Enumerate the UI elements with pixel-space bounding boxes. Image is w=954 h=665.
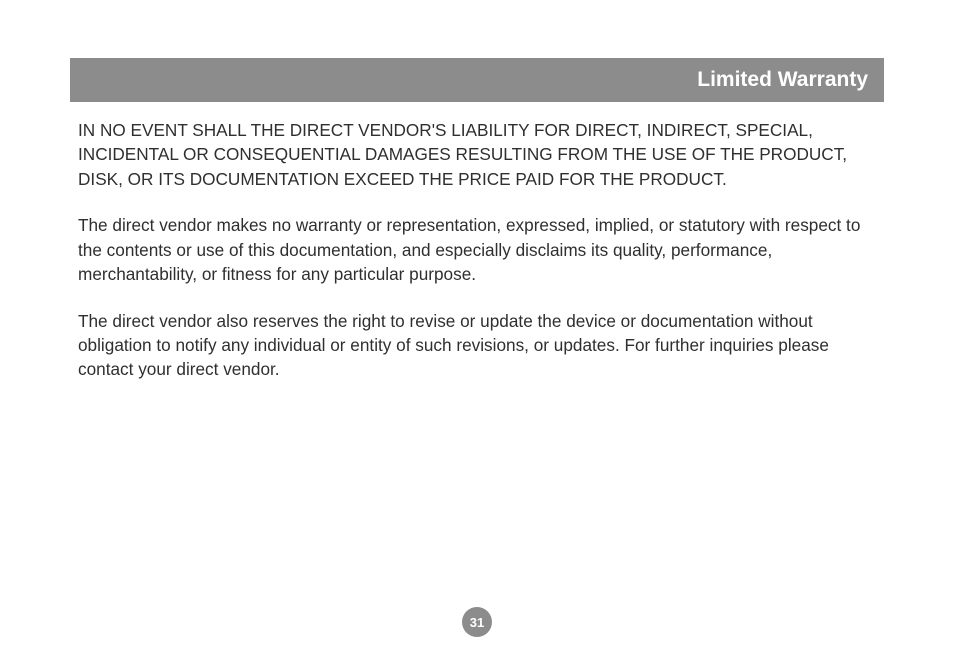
document-page: Limited Warranty IN NO EVENT SHALL THE D… <box>0 0 954 665</box>
page-number: 31 <box>470 615 484 630</box>
body-paragraph: The direct vendor makes no warranty or r… <box>78 213 876 286</box>
body-paragraph: IN NO EVENT SHALL THE DIRECT VENDOR'S LI… <box>78 118 876 191</box>
header-bar: Limited Warranty <box>70 58 884 102</box>
body-paragraph: The direct vendor also reserves the righ… <box>78 309 876 382</box>
page-number-badge: 31 <box>462 607 492 637</box>
header-title: Limited Warranty <box>697 68 868 92</box>
body-content: IN NO EVENT SHALL THE DIRECT VENDOR'S LI… <box>78 118 876 404</box>
